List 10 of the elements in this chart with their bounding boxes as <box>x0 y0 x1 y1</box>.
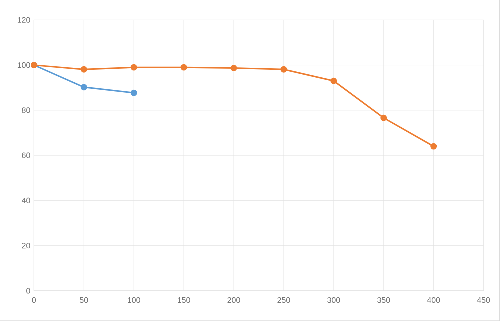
point <box>130 64 138 71</box>
point <box>180 64 188 71</box>
point <box>80 84 88 91</box>
point <box>130 90 138 96</box>
point <box>380 114 388 122</box>
point <box>280 66 288 73</box>
point <box>230 64 238 72</box>
point <box>330 78 338 84</box>
point <box>430 143 438 150</box>
point <box>80 66 88 73</box>
